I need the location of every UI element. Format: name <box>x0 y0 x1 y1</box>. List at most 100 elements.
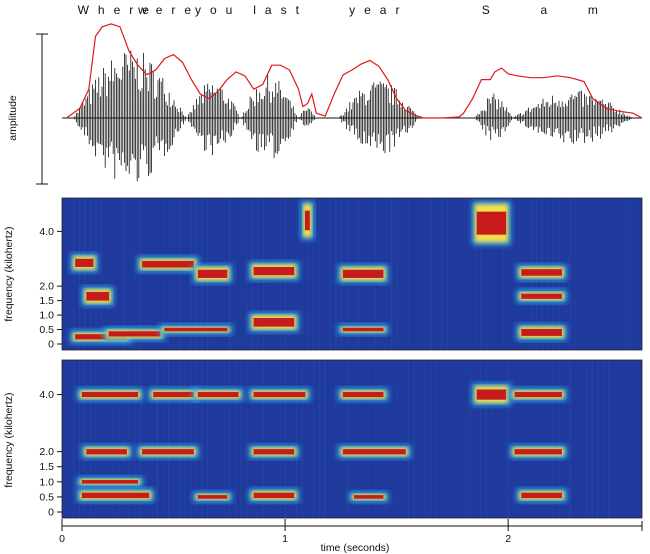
spectrogram-striation <box>569 198 571 350</box>
spectrogram-striation <box>268 360 270 518</box>
time-axis-label: time (seconds) <box>321 542 390 554</box>
spectrogram-striation <box>424 360 426 518</box>
spectrogram-striation <box>508 360 510 518</box>
spectrogram-striation <box>602 360 605 518</box>
spectrogram-striation <box>246 198 248 350</box>
spectrogram-band <box>81 492 150 499</box>
spectrogram-striation <box>396 198 398 350</box>
waveform-signal <box>74 50 633 182</box>
spectrogram-striation <box>140 360 142 518</box>
time-axis: 0 1 2 time (seconds) <box>59 519 643 554</box>
spectrogram-striation <box>285 360 287 518</box>
spectrogram-striation <box>609 198 610 350</box>
spectrogram-striation <box>474 198 476 350</box>
spectrogram-band <box>142 260 194 268</box>
spectrogram-striation <box>586 360 588 518</box>
spectrogram-striation <box>151 360 153 518</box>
spectrogram-striation <box>430 198 432 350</box>
spectrogram-striation <box>514 360 515 518</box>
spectrogram-striation <box>78 360 80 518</box>
spectrogram-striation <box>396 360 398 518</box>
spectrogram-band <box>253 391 306 398</box>
spectrogram-band <box>253 449 295 455</box>
waveform-trace <box>62 50 642 182</box>
spectrogram-striation <box>190 360 192 518</box>
spectrogram-striation <box>464 360 465 518</box>
word-label: you <box>195 3 241 17</box>
xtick-label: 1 <box>282 533 288 545</box>
spectrogram-lower-ylabel: frequency (kilohertz) <box>3 392 15 487</box>
spectrogram-striation <box>307 360 309 518</box>
spectrogram-striation <box>335 198 337 350</box>
spectrogram-band <box>304 210 310 231</box>
spectrogram-striation <box>140 198 142 350</box>
spectrogram-striation <box>312 360 315 518</box>
spectrogram-striation <box>491 360 493 518</box>
spectrogram-band <box>197 269 228 278</box>
word-label: were <box>137 3 200 17</box>
spectrogram-striation <box>402 360 404 518</box>
spectrogram-striation <box>457 198 460 350</box>
ytick-label: 0 <box>48 507 54 519</box>
ytick-label: 0 <box>48 339 54 351</box>
spectrogram-striation <box>402 198 404 350</box>
spectrogram-striation <box>581 198 582 350</box>
spectrogram-striation <box>435 198 437 350</box>
spectrogram-striation <box>134 360 136 518</box>
ytick-label: 1.0 <box>39 310 54 322</box>
spectrogram-striation <box>407 198 409 350</box>
ytick-label: 1.5 <box>39 461 54 473</box>
spectrogram-band <box>153 391 194 398</box>
ytick-label: 4.0 <box>39 226 54 238</box>
spectrogram-striation <box>552 360 554 518</box>
spectrogram-striation <box>340 360 343 518</box>
spectrogram-striation <box>301 360 304 518</box>
spectrogram-band <box>521 492 562 499</box>
time-axis-ticks: 0 1 2 <box>59 519 511 545</box>
spectrogram-striation <box>463 198 465 350</box>
spectrogram-striation <box>430 360 432 518</box>
spectrogram-striation <box>413 360 415 518</box>
spectrogram-striation <box>301 198 304 350</box>
spectrogram-band <box>476 211 507 235</box>
ytick-label: 0.5 <box>39 324 54 336</box>
spectrogram-striation <box>441 360 442 518</box>
spectrogram-band <box>86 291 110 301</box>
spectrogram-striation <box>530 360 532 518</box>
spectrogram-upper-panel: 0 0.5 1.0 1.5 2.0 4.0 frequency (kilohertz) <box>3 197 643 351</box>
spectrogram-striation <box>391 198 393 350</box>
spectrogram-band <box>197 495 228 499</box>
spectrogram-striation <box>207 360 209 518</box>
spectrogram-striation <box>246 360 248 518</box>
spectrogram-band <box>342 449 406 455</box>
spectrogram-band <box>476 389 507 400</box>
spectrogram-striation <box>184 360 186 518</box>
spectrogram-striation <box>480 360 482 518</box>
spectrogram-striation <box>279 360 281 518</box>
spectrogram-striation <box>318 198 320 350</box>
spectrogram-striation <box>128 360 131 518</box>
spectrogram-striation <box>581 360 582 518</box>
spectrogram-striation <box>619 198 621 350</box>
spectrogram-striation <box>419 360 420 518</box>
spectrogram-striation <box>89 198 92 350</box>
spectrogram-band <box>342 391 384 398</box>
spectrogram-band <box>342 269 384 278</box>
waveform-panel: amplitude <box>7 23 643 185</box>
spectrogram-striation <box>78 198 80 350</box>
spectrogram-band <box>514 391 562 398</box>
spectrogram-striation <box>330 360 331 518</box>
spectrogram-striation <box>234 360 237 518</box>
spectrogram-striation <box>446 198 449 350</box>
spectrogram-striation <box>156 360 159 518</box>
spectrogram-striation <box>458 360 459 518</box>
word-label: m <box>588 3 607 17</box>
spectrogram-striation <box>614 198 615 350</box>
spectrogram-band <box>81 391 139 398</box>
spectrogram-lower-frame <box>61 359 643 519</box>
ytick-label: 1.0 <box>39 476 54 488</box>
spectrogram-upper-bands <box>70 198 627 350</box>
spectrogram-upper-frame <box>61 197 643 351</box>
spectrogram-striation <box>630 360 633 518</box>
